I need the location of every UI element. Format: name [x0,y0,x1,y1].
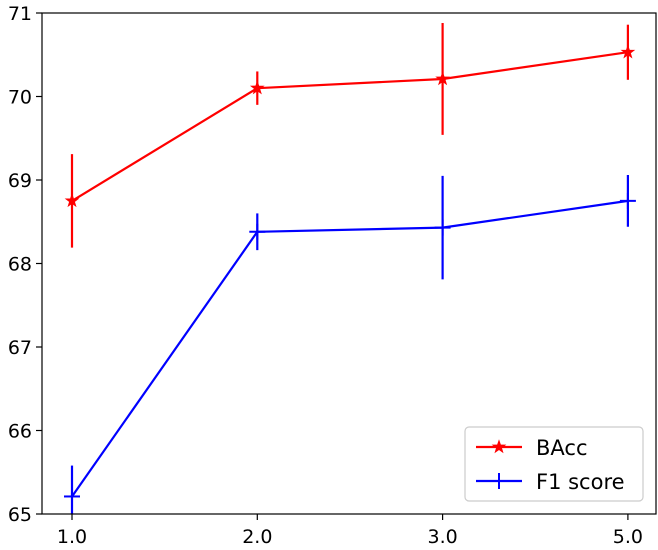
legend-label-bacc: BAcc [536,436,588,460]
y-tick-label: 69 [8,170,32,192]
legend-marker-bacc [491,439,507,454]
y-tick-label: 66 [8,421,32,443]
legend-label-f1-score: F1 score [536,470,625,494]
y-tick-label: 70 [8,87,32,109]
legend-marker-f1-score [491,473,507,489]
axes: 65 66 67 68 69 70 71 1.0 2.0 3.0 5.0 [8,3,657,548]
y-tick-label: 67 [8,337,32,359]
data-point-f1-score-2 [434,219,451,236]
data-point-bacc-1 [249,80,265,95]
data-point-f1-score-3 [619,192,636,209]
data-point-f1-score-0 [64,488,80,505]
plot-area [64,23,636,514]
data-point-bacc-0 [64,193,80,208]
y-tick-label: 65 [8,504,32,526]
y-tick-label: 68 [8,254,32,276]
data-point-bacc-2 [435,71,450,86]
legend: BAcc F1 score [464,426,644,502]
y-tick-label: 71 [8,3,32,25]
data-point-bacc-3 [620,44,636,59]
x-tick-label: 1.0 [57,526,87,548]
legend-box [464,426,644,502]
x-tick-label: 2.0 [242,526,272,548]
x-tick-label: 3.0 [427,526,457,548]
data-point-f1-score-1 [249,223,266,240]
x-tick-label: 5.0 [613,526,643,548]
series-line-f1-score [71,199,629,498]
series-line-bacc [71,51,629,202]
